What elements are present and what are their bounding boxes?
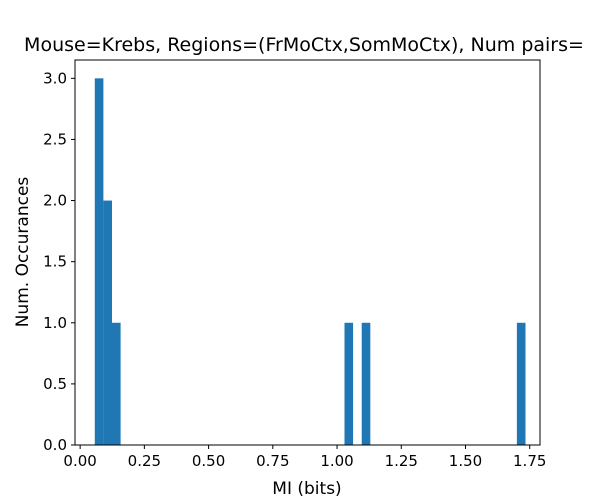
y-axis-label: Num. Occurances xyxy=(13,177,33,328)
x-tick-label: 1.50 xyxy=(449,452,482,470)
y-tick-label: 2.5 xyxy=(43,130,67,148)
x-axis-ticks: 0.00 0.25 0.50 0.75 1.00 1.25 1.50 1.75 xyxy=(63,445,546,470)
histogram-bar-5 xyxy=(516,322,526,445)
y-tick-label: 0.5 xyxy=(43,375,67,393)
histogram-bar-1 xyxy=(103,200,112,445)
histogram-bar-2 xyxy=(111,322,121,445)
histogram-bar-0 xyxy=(94,78,104,445)
histogram-bars xyxy=(94,78,526,445)
x-tick-label: 1.00 xyxy=(320,452,353,470)
histogram-bar-3 xyxy=(344,322,354,445)
x-tick-label: 1.75 xyxy=(513,452,546,470)
x-tick-label: 0.75 xyxy=(256,452,289,470)
chart-title: Mouse=Krebs, Regions=(FrMoCtx,SomMoCtx),… xyxy=(24,34,584,56)
y-tick-label: 1.0 xyxy=(43,314,67,332)
y-tick-label: 0.0 xyxy=(43,436,67,454)
y-axis-ticks: 0.0 0.5 1.0 1.5 2.0 2.5 3.0 xyxy=(43,69,75,454)
x-tick-label: 0.00 xyxy=(63,452,96,470)
plot-frame xyxy=(74,59,541,446)
y-tick-label: 2.0 xyxy=(43,192,67,210)
histogram-bar-4 xyxy=(361,322,371,445)
x-axis-label: MI (bits) xyxy=(272,479,341,499)
x-tick-label: 0.25 xyxy=(128,452,161,470)
y-tick-label: 3.0 xyxy=(43,69,67,87)
y-tick-label: 1.5 xyxy=(43,253,67,271)
x-tick-label: 0.50 xyxy=(192,452,225,470)
x-tick-label: 1.25 xyxy=(385,452,418,470)
